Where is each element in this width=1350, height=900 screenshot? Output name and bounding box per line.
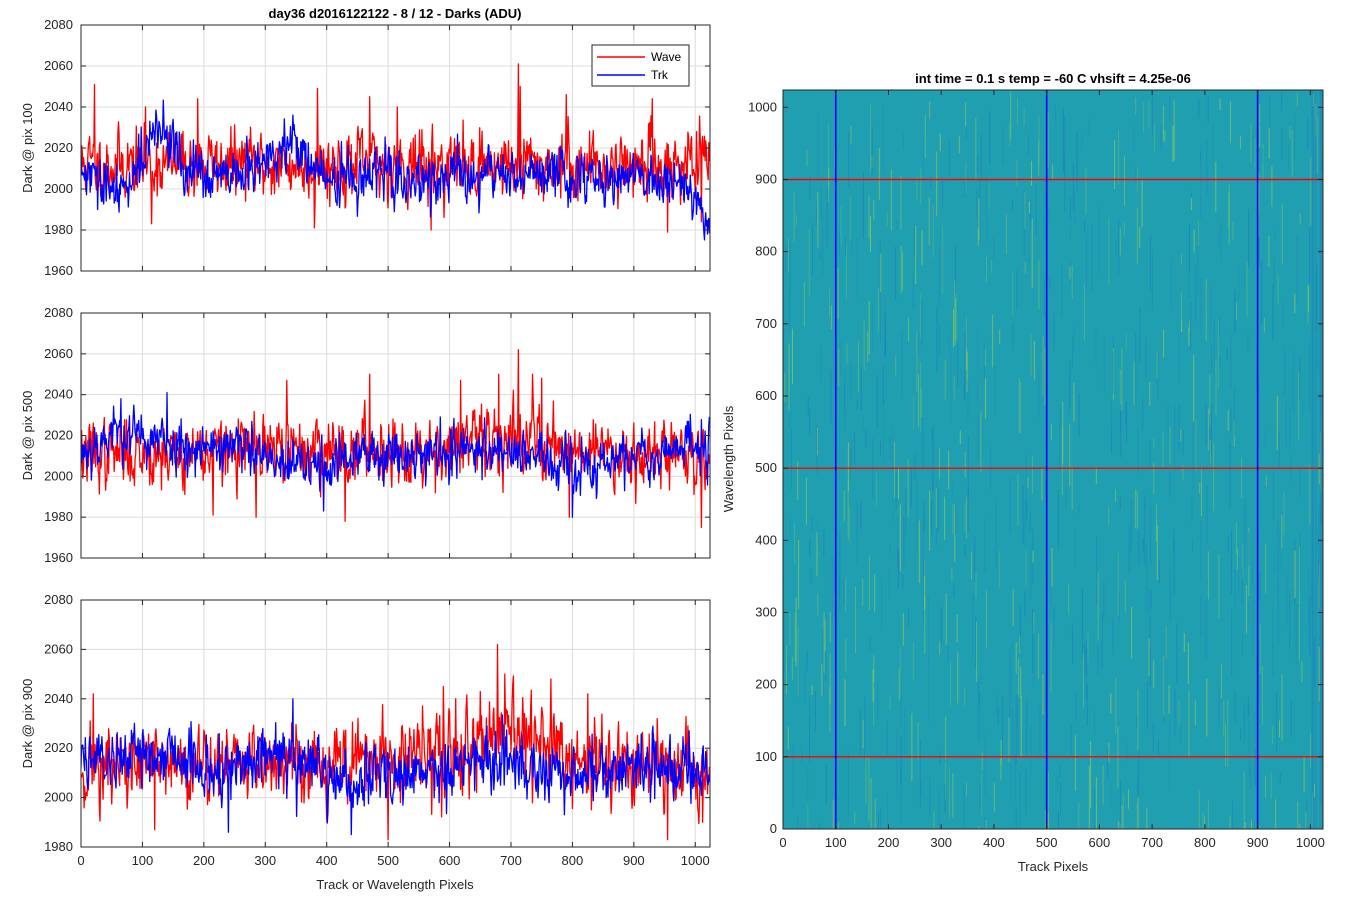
axes-box [80, 599, 711, 848]
y-tick-label: 2060 [44, 58, 73, 73]
y-tick-label: 1000 [748, 99, 777, 114]
y-tick-label: 2060 [44, 641, 73, 656]
y-tick-label: 1980 [44, 839, 73, 854]
y-tick-label: 300 [755, 604, 777, 619]
legend-trk-label: Trk [651, 68, 669, 82]
y-tick-label: 2020 [44, 140, 73, 155]
series-line-trk-dark-pix-100 [81, 99, 710, 241]
y-tick-label: 2000 [44, 468, 73, 483]
heatmap-panel: 0 100 200 300 400 500 600 700 800 900 1000 0 100 200 3… [748, 89, 1325, 850]
x-tick-label: 600 [1089, 835, 1111, 850]
y-tick-label: 2080 [44, 17, 73, 32]
legend: Wave Trk [591, 44, 690, 87]
x-tick-label: 300 [254, 853, 276, 868]
y-tick-label: 2040 [44, 387, 73, 402]
y-tick-label: 500 [755, 460, 777, 475]
x-tick-label: 800 [1194, 835, 1216, 850]
series-line-trk-dark-pix-900 [81, 698, 710, 836]
heatmap-y-axis-label: Wavelength Pixels [721, 405, 736, 512]
heatmap-title: int time = 0.1 s temp = -60 C vhsift = 4… [915, 71, 1191, 86]
y-tick-label: 2040 [44, 99, 73, 114]
y-tick-label: 600 [755, 388, 777, 403]
y-tick-label: 200 [755, 677, 777, 692]
y-tick-label: 2040 [44, 691, 73, 706]
x-tick-label: 700 [1141, 835, 1163, 850]
y-axis-label-dark-pix-100: Dark @ pix 100 [20, 103, 35, 193]
left-panel-title: day36 d2016122122 - 8 / 12 - Darks (ADU) [269, 6, 522, 21]
x-tick-label: 700 [500, 853, 522, 868]
y-tick-label: 1980 [44, 509, 73, 524]
x-tick-label: 600 [439, 853, 461, 868]
y-tick-label: 800 [755, 244, 777, 259]
panel-dark-pix-900: 0 100 200 300 400 500 600 700 800 900 1000 1980 2000… [20, 592, 711, 868]
x-tick-label: 100 [825, 835, 847, 850]
x-tick-label: 200 [193, 853, 215, 868]
heatmap-background [783, 90, 1323, 829]
y-tick-label: 100 [755, 749, 777, 764]
y-tick-label: 700 [755, 316, 777, 331]
x-tick-label: 0 [77, 853, 84, 868]
x-tick-label: 500 [1036, 835, 1058, 850]
x-tick-label: 300 [930, 835, 952, 850]
x-tick-label: 400 [316, 853, 338, 868]
y-tick-label: 2020 [44, 428, 73, 443]
x-tick-label: 500 [377, 853, 399, 868]
y-tick-label: 2080 [44, 305, 73, 320]
x-tick-label: 900 [623, 853, 645, 868]
y-tick-label: 2000 [44, 790, 73, 805]
y-tick-label: 2000 [44, 181, 73, 196]
x-tick-label: 200 [878, 835, 900, 850]
legend-wave-label: Wave [651, 50, 682, 64]
y-tick-label: 900 [755, 171, 777, 186]
plot-area [81, 600, 710, 847]
x-tick-label: 1000 [681, 853, 710, 868]
y-tick-label: 1960 [44, 550, 73, 565]
y-axis-label-dark-pix-900: Dark @ pix 900 [20, 679, 35, 769]
y-axis-label-dark-pix-500: Dark @ pix 500 [20, 391, 35, 481]
series-line-trk-dark-pix-500 [81, 391, 710, 518]
y-tick-label: 400 [755, 532, 777, 547]
x-tick-label: 400 [983, 835, 1005, 850]
y-tick-label: 0 [770, 821, 777, 836]
y-tick-label: 2080 [44, 592, 73, 607]
x-tick-label: 0 [779, 835, 786, 850]
y-tick-label: 1960 [44, 263, 73, 278]
panel-dark-pix-500: 1960 1980 2000 2020 2040 2060 2080 Dark @ pix 5… [20, 305, 711, 565]
x-tick-label: 900 [1247, 835, 1269, 850]
heatmap-x-axis-label: Track Pixels [1018, 859, 1089, 874]
y-tick-label: 2060 [44, 346, 73, 361]
y-tick-label: 1980 [44, 222, 73, 237]
x-tick-label: 1000 [1296, 835, 1325, 850]
x-tick-label: 100 [132, 853, 154, 868]
y-tick-label: 2020 [44, 740, 73, 755]
left-x-axis-label: Track or Wavelength Pixels [316, 877, 474, 892]
x-tick-label: 800 [562, 853, 584, 868]
